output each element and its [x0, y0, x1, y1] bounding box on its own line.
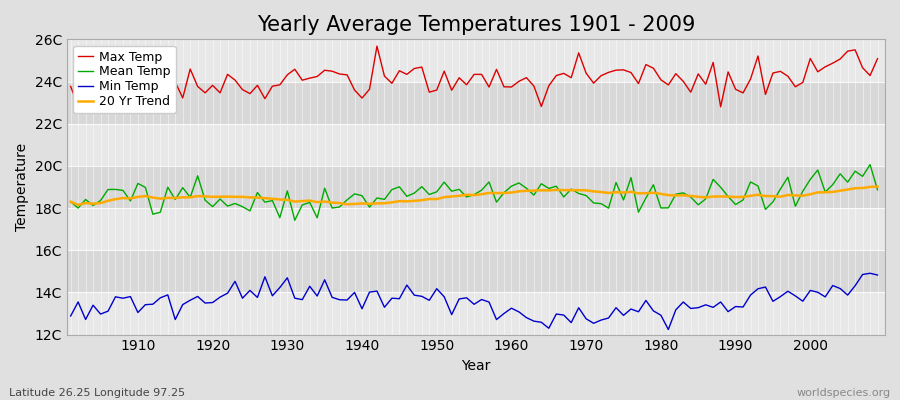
Text: Latitude 26.25 Longitude 97.25: Latitude 26.25 Longitude 97.25 — [9, 388, 185, 398]
20 Yr Trend — [506, 190, 517, 195]
Mean Temp — [125, 198, 136, 203]
Mean Temp — [506, 184, 517, 188]
Legend: Max Temp, Mean Temp, Min Temp, 20 Yr Trend: Max Temp, Mean Temp, Min Temp, 20 Yr Tre… — [73, 46, 176, 113]
20 Yr Trend — [514, 189, 525, 194]
Min Temp — [499, 311, 509, 316]
Mean Temp — [603, 206, 614, 210]
Mean Temp — [66, 199, 77, 204]
Bar — [67, 292, 885, 334]
Min Temp — [663, 327, 674, 332]
Mean Temp — [872, 187, 883, 192]
Max Temp — [334, 72, 345, 76]
Min Temp — [865, 271, 876, 276]
Y-axis label: Temperature: Temperature — [15, 143, 29, 231]
Bar — [67, 39, 885, 82]
Min Temp — [506, 306, 517, 310]
Text: worldspecies.org: worldspecies.org — [796, 388, 891, 398]
Max Temp — [716, 104, 726, 109]
Line: Mean Temp: Mean Temp — [71, 164, 878, 220]
Bar — [67, 166, 885, 208]
Max Temp — [514, 79, 525, 84]
20 Yr Trend — [73, 202, 84, 207]
Max Temp — [372, 44, 382, 48]
Line: Min Temp: Min Temp — [71, 273, 878, 330]
20 Yr Trend — [342, 202, 353, 207]
Line: 20 Yr Trend: 20 Yr Trend — [71, 186, 878, 205]
20 Yr Trend — [297, 199, 308, 204]
Bar — [67, 82, 885, 124]
Mean Temp — [342, 198, 353, 202]
Line: Max Temp: Max Temp — [71, 46, 878, 107]
Max Temp — [872, 56, 883, 61]
Mean Temp — [297, 202, 308, 207]
20 Yr Trend — [66, 199, 77, 204]
20 Yr Trend — [872, 184, 883, 189]
Mean Temp — [865, 162, 876, 167]
Max Temp — [603, 70, 614, 75]
20 Yr Trend — [603, 190, 614, 195]
Max Temp — [66, 84, 77, 89]
20 Yr Trend — [132, 194, 143, 199]
Max Temp — [290, 67, 301, 72]
Max Temp — [125, 81, 136, 86]
Max Temp — [506, 84, 517, 89]
Min Temp — [66, 314, 77, 318]
Mean Temp — [514, 180, 525, 185]
Min Temp — [290, 296, 301, 300]
Min Temp — [334, 297, 345, 302]
Bar — [67, 124, 885, 166]
Title: Yearly Average Temperatures 1901 - 2009: Yearly Average Temperatures 1901 - 2009 — [256, 15, 695, 35]
Min Temp — [125, 294, 136, 299]
Bar — [67, 208, 885, 250]
X-axis label: Year: Year — [462, 359, 490, 373]
Mean Temp — [290, 218, 301, 223]
Bar — [67, 250, 885, 292]
Min Temp — [596, 318, 607, 322]
Min Temp — [872, 273, 883, 278]
